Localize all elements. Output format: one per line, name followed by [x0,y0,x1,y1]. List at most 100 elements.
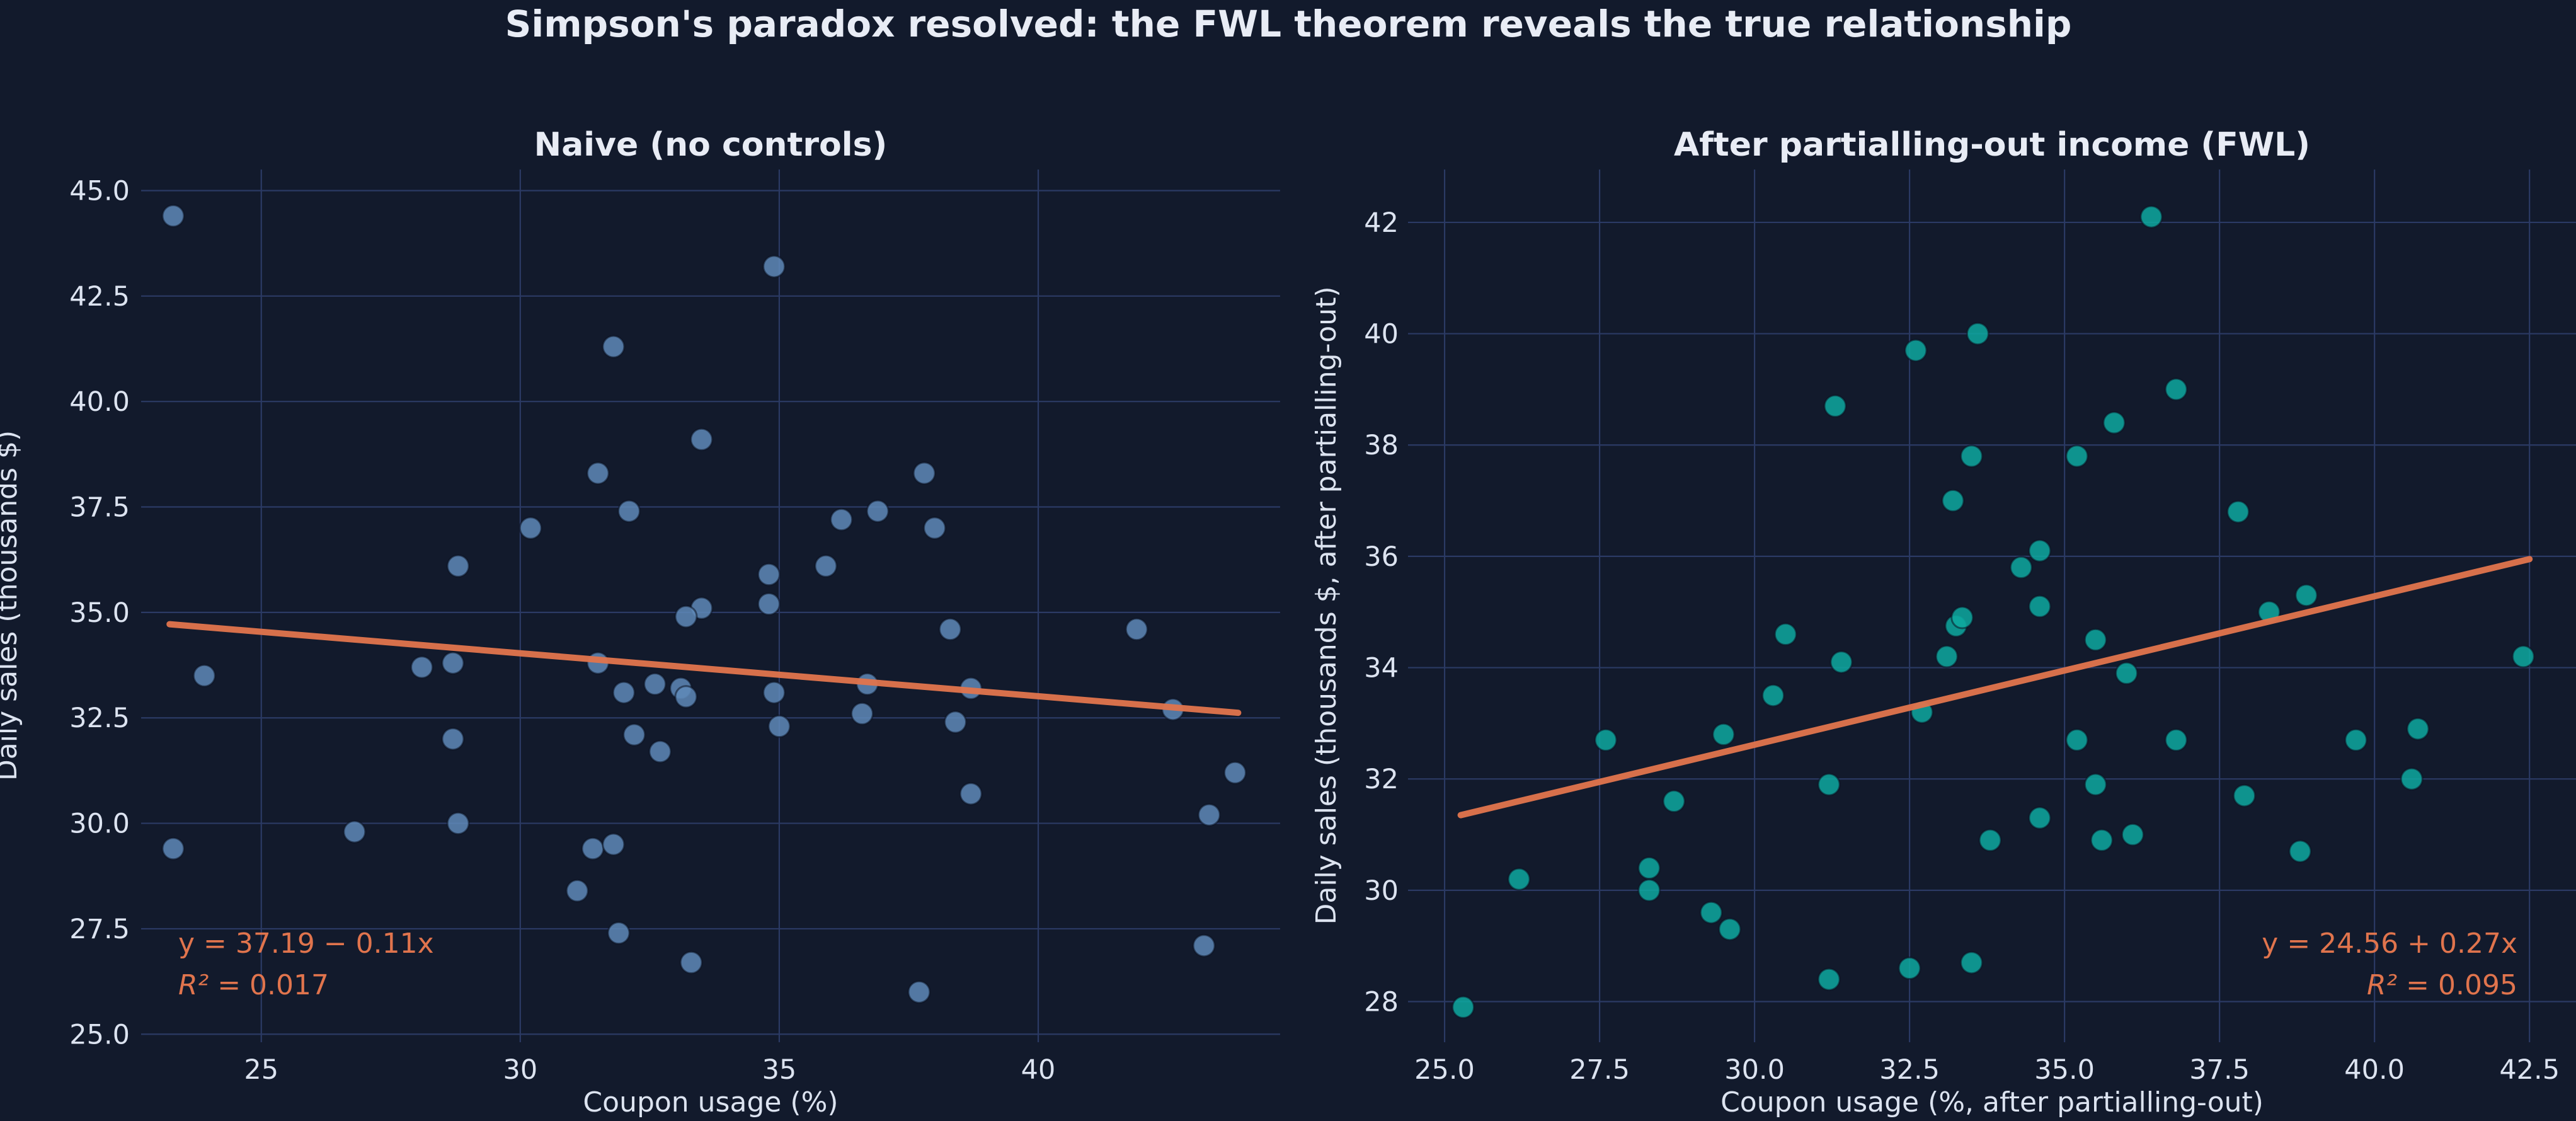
y-tick-label: 34 [1364,653,1399,684]
y-tick-label: 35.0 [69,597,130,629]
data-point [938,618,962,641]
data-point [912,461,936,485]
data-point [2400,767,2424,791]
left-x-axis-label: Coupon usage (%) [583,1086,838,1118]
figure-title: Simpson's paradox resolved: the FWL theo… [505,3,2072,45]
data-point [1966,322,1989,346]
x-tick-label: 35 [762,1054,797,1086]
left-gridlines [141,170,1280,1042]
data-point [943,710,967,734]
data-point [2344,728,2368,752]
left-y-tick-labels: 25.0 27.5 30.0 32.5 35.0 37.5 40.0 42.5 45.0 [69,175,130,1050]
data-point [757,563,781,587]
data-point [1197,803,1221,827]
data-point [757,592,781,616]
right-y-axis-label: Daily sales (thousands $, after partiall… [1310,286,1342,924]
left-equation-annotation: y = 37.19 − 0.11x [178,928,434,960]
x-tick-label: 40 [1021,1054,1056,1086]
data-point [2090,828,2114,852]
right-regression-line [1457,556,2533,819]
data-point [959,782,983,806]
data-point [767,715,791,739]
data-point [1125,618,1148,641]
y-tick-label: 25.0 [69,1019,130,1050]
data-point [2028,806,2052,830]
x-tick-label: 35.0 [2034,1054,2095,1086]
data-point [1662,790,1686,813]
data-point [679,950,703,974]
data-point [1829,650,1853,674]
y-tick-label: 40 [1364,319,1399,350]
x-tick-label: 37.5 [2189,1054,2250,1086]
y-tick-label: 30.0 [69,808,130,840]
x-tick-label: 32.5 [1879,1054,1940,1086]
data-point [690,427,714,451]
y-tick-label: 37.5 [69,492,130,524]
data-point [1960,951,1984,975]
right-scatter-points [1451,205,2535,1019]
y-tick-label: 45.0 [69,175,130,207]
data-point [907,980,931,1004]
data-point [923,516,947,540]
data-point [866,499,890,523]
left-panel: 25 30 35 40 25.0 27.5 30.0 32.5 35.0 37.5 40.0 42.… [0,126,1280,1118]
right-panel: 25.0 27.5 30.0 32.5 35.0 37.5 40.0 42.5 28 30 32 3… [1310,126,2576,1118]
data-point [2511,645,2535,669]
data-point [1637,878,1661,902]
y-tick-label: 32 [1364,764,1399,795]
data-point [2065,444,2089,468]
data-point [410,655,434,679]
data-point [1823,394,1847,418]
data-point [1761,684,1785,708]
data-point [1817,773,1841,796]
data-point [2406,717,2430,741]
data-point [343,820,367,844]
data-point [607,921,631,945]
right-equation-annotation: y = 24.56 + 0.27x [2262,928,2517,960]
left-regression-line [166,621,1242,716]
data-point [2065,728,2089,752]
data-point [2294,583,2318,607]
data-point [643,672,667,696]
right-r2-annotation: R² = 0.095 [2367,969,2517,1001]
data-point [2009,556,2033,580]
data-point [762,681,786,704]
y-tick-label: 36 [1364,541,1399,573]
data-point [2139,205,2163,229]
data-point [2115,661,2139,685]
right-x-tick-labels: 25.0 27.5 30.0 32.5 35.0 37.5 40.0 42.5 [1414,1054,2560,1086]
data-point [1935,645,1959,669]
data-point [2226,500,2250,524]
data-point [1594,728,1618,752]
data-point [648,740,672,764]
right-x-axis-label: Coupon usage (%, after partialling-out) [1720,1086,2264,1118]
y-tick-label: 40.0 [69,386,130,418]
data-point [1637,856,1661,880]
data-point [2164,377,2188,401]
y-tick-label: 27.5 [69,914,130,945]
data-point [565,879,589,903]
data-point [1451,995,1475,1019]
left-scatter-points [161,204,1247,1004]
data-point [518,516,542,540]
y-tick-label: 42 [1364,207,1399,239]
data-point [1960,444,1984,468]
right-gridlines [1408,170,2576,1042]
data-point [1950,606,1974,629]
data-point [850,702,874,726]
data-point [441,727,465,751]
x-tick-label: 30 [503,1054,537,1086]
left-y-axis-label: Daily sales (thousands $) [0,430,23,781]
x-tick-label: 40.0 [2344,1054,2405,1086]
data-point [441,651,465,675]
left-x-tick-labels: 25 30 35 40 [244,1054,1055,1086]
x-tick-label: 25 [244,1054,278,1086]
x-tick-label: 42.5 [2499,1054,2560,1086]
data-point [1718,917,1742,941]
data-point [2083,628,2107,652]
data-point [830,508,854,532]
y-tick-label: 28 [1364,987,1399,1018]
left-panel-title: Naive (no controls) [534,126,888,164]
data-point [814,554,838,578]
